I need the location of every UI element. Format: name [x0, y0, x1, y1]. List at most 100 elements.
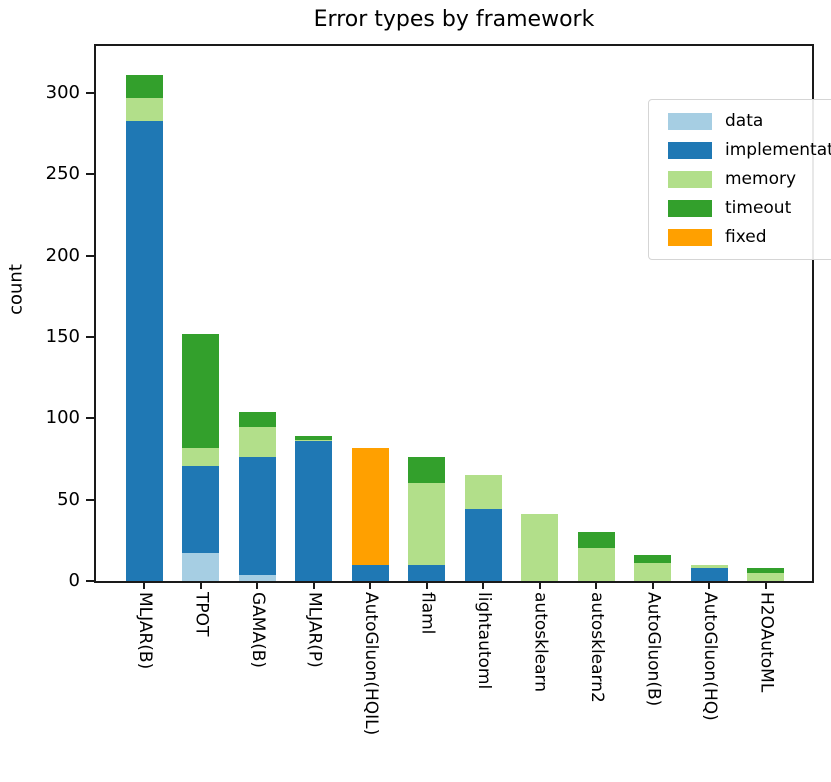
- bar-segment-implementation: [295, 441, 333, 581]
- x-tick-mark: [312, 583, 315, 589]
- bar-slot: [512, 46, 569, 581]
- y-tick-mark: [86, 254, 94, 257]
- x-tick-mark: [538, 583, 541, 589]
- x-tick-label: flaml: [417, 592, 438, 635]
- legend-label: fixed: [725, 227, 767, 247]
- x-tick-mark: [425, 583, 428, 589]
- x-tick-mark: [651, 583, 654, 589]
- bar-slot: [738, 46, 795, 581]
- stacked-bar: [464, 475, 502, 581]
- stacked-bar: [351, 447, 389, 581]
- bar-segment-memory: [464, 475, 502, 510]
- bar-slot: [399, 46, 456, 581]
- legend-row: implementation: [668, 136, 831, 165]
- bar-segment-timeout: [238, 411, 276, 427]
- y-tick-label: 200: [45, 244, 80, 266]
- legend-swatch-memory: [668, 171, 712, 188]
- bar-segment-implementation: [238, 457, 276, 575]
- y-tick-mark: [86, 173, 94, 176]
- legend-row: fixed: [668, 223, 831, 252]
- x-tick-label: MLJAR(P): [304, 592, 325, 668]
- y-tick-mark: [86, 580, 94, 582]
- bar-segment-fixed: [351, 447, 389, 565]
- stacked-bar: [747, 568, 785, 581]
- bar-segment-memory: [521, 514, 559, 581]
- bar-segment-implementation: [690, 568, 728, 581]
- bar-slot: [229, 46, 286, 581]
- y-tick-label: 0: [68, 570, 80, 591]
- y-tick-mark: [86, 336, 94, 339]
- bar-segment-timeout: [125, 75, 163, 99]
- bars-container: [96, 46, 812, 581]
- bar-segment-memory: [408, 483, 446, 565]
- stacked-bar: [238, 411, 276, 581]
- legend-row: timeout: [668, 194, 831, 223]
- bar-segment-implementation: [464, 509, 502, 581]
- x-tick-label: autosklearn: [530, 592, 551, 693]
- x-tick-label: autosklearn2: [586, 592, 607, 703]
- x-tick-label: H2OAutoML: [756, 592, 777, 693]
- stacked-bar: [182, 333, 220, 581]
- bar-slot: [681, 46, 738, 581]
- bar-slot: [568, 46, 625, 581]
- bar-segment-memory: [295, 439, 333, 442]
- legend-label: data: [725, 111, 764, 131]
- stacked-bar: [577, 532, 615, 581]
- x-tick-label: lightautoml: [473, 592, 494, 690]
- bar-slot: [625, 46, 682, 581]
- x-tick-label: GAMA(B): [247, 592, 268, 669]
- stacked-bar: [125, 75, 163, 581]
- x-tick-mark: [595, 583, 598, 589]
- bar-segment-timeout: [182, 333, 220, 448]
- stacked-bar: [408, 457, 446, 581]
- bar-segment-memory: [577, 548, 615, 581]
- legend-row: data: [668, 107, 831, 136]
- bar-slot: [286, 46, 343, 581]
- legend-label: memory: [725, 169, 797, 189]
- y-tick-label: 150: [45, 326, 80, 348]
- bar-segment-timeout: [634, 555, 672, 564]
- stacked-bar: [690, 564, 728, 581]
- bar-segment-implementation: [351, 564, 389, 581]
- y-tick-label: 250: [45, 163, 80, 185]
- bar-segment-timeout: [747, 568, 785, 573]
- x-tick-label: MLJAR(B): [134, 592, 155, 670]
- x-tick-label: AutoGluon(HQIL): [360, 592, 381, 736]
- bar-slot: [455, 46, 512, 581]
- y-tick-label: 300: [45, 82, 80, 104]
- chart-title: Error types by framework: [313, 7, 595, 32]
- bar-segment-implementation: [408, 564, 446, 581]
- x-tick-mark: [482, 583, 485, 589]
- bar-segment-memory: [238, 426, 276, 458]
- bar-slot: [173, 46, 230, 581]
- bar-segment-memory: [690, 564, 728, 568]
- x-tick-mark: [199, 583, 202, 589]
- bar-segment-data: [238, 574, 276, 581]
- x-tick-mark: [256, 583, 259, 589]
- y-tick-label: 50: [57, 488, 80, 510]
- bar-slot: [116, 46, 173, 581]
- x-tick-label: AutoGluon(B): [643, 592, 664, 707]
- bar-segment-data: [182, 553, 220, 581]
- legend-label: timeout: [725, 198, 792, 218]
- legend: data implementation memory timeout fixed: [648, 99, 831, 260]
- stacked-bar: [295, 436, 333, 581]
- y-tick-mark: [86, 92, 94, 95]
- legend-row: memory: [668, 165, 831, 194]
- plot-area: data implementation memory timeout fixed: [94, 44, 831, 583]
- bar-segment-timeout: [295, 436, 333, 440]
- bar-segment-memory: [125, 98, 163, 121]
- bar-segment-timeout: [408, 457, 446, 484]
- legend-swatch-data: [668, 113, 712, 130]
- bar-slot: [342, 46, 399, 581]
- bar-segment-memory: [747, 572, 785, 581]
- x-tick-mark: [708, 583, 711, 589]
- x-tick-label: TPOT: [191, 592, 212, 637]
- bar-segment-implementation: [182, 465, 220, 554]
- stacked-bar: [521, 514, 559, 581]
- legend-swatch-implementation: [668, 142, 712, 159]
- y-tick-mark: [86, 498, 94, 501]
- bar-segment-memory: [634, 563, 672, 581]
- y-tick-label: 100: [45, 407, 80, 429]
